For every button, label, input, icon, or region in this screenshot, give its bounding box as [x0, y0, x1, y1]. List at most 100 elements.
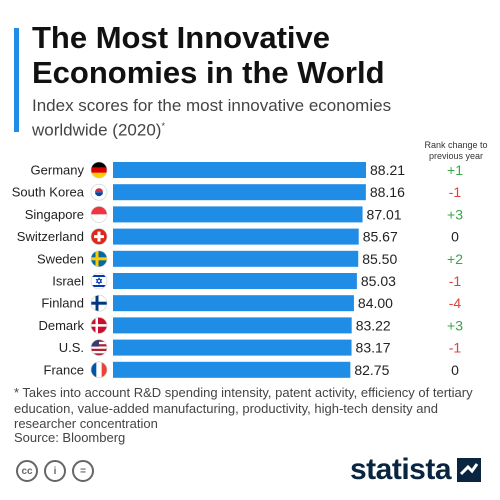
- bar: [113, 339, 352, 356]
- bar: [113, 361, 351, 378]
- subtitle-text: Index scores for the most innovative eco…: [32, 96, 392, 140]
- flag-stripe: [91, 353, 107, 356]
- value-label: 82.75: [354, 362, 389, 378]
- attribution-icon[interactable]: i: [44, 460, 66, 482]
- rank-change-label: -1: [449, 184, 462, 200]
- flag-star: [95, 277, 103, 285]
- flag-border: [90, 250, 108, 268]
- flag-stripe: [91, 361, 97, 378]
- flag-stripe: [91, 275, 107, 277]
- rank-change-label: +2: [447, 251, 463, 267]
- france-flag-icon: [90, 361, 108, 379]
- flag-stripe: [101, 361, 107, 378]
- flag-taeguk-blue: [95, 192, 103, 197]
- creative-commons-icon[interactable]: cc: [16, 460, 38, 482]
- flag-stripe: [91, 162, 107, 168]
- rank-change-label: +3: [447, 206, 463, 222]
- chart-row: South Korea 88.16 -1: [12, 183, 462, 201]
- brand-name: statista: [350, 453, 452, 486]
- flag-taeguk-red: [95, 188, 103, 193]
- flag-border: [90, 317, 108, 334]
- flag-stripe: [91, 172, 107, 178]
- category-label: Switzerland: [17, 229, 84, 244]
- chart-row: Sweden 85.50 +2: [37, 250, 463, 268]
- rank-change-label: -1: [449, 273, 462, 289]
- flag-cross: [91, 257, 107, 261]
- category-label: U.S.: [59, 340, 84, 355]
- value-label: 85.67: [363, 229, 398, 245]
- flag-cross: [94, 235, 104, 239]
- flag-stripe: [96, 361, 102, 378]
- value-label: 84.00: [358, 295, 393, 311]
- flag-border: [90, 228, 108, 245]
- flag-border: [90, 206, 108, 223]
- bar: [113, 162, 366, 178]
- sweden-flag-icon: [90, 250, 108, 268]
- flag-border: [90, 339, 108, 356]
- flag-border: [90, 161, 108, 179]
- subtitle-footnote-mark: *: [161, 121, 165, 131]
- bar: [113, 184, 366, 201]
- value-label: 88.21: [370, 162, 405, 178]
- value-label: 88.16: [370, 184, 405, 200]
- south-korea-flag-icon: [90, 183, 108, 201]
- switzerland-flag-icon: [90, 228, 108, 245]
- footnote: * Takes into account R&D spending intens…: [14, 385, 473, 431]
- source: Source: Bloomberg: [14, 430, 126, 445]
- finland-flag-icon: [90, 294, 108, 312]
- no-derivatives-icon[interactable]: =: [72, 460, 94, 482]
- flag-stripe: [91, 346, 107, 349]
- flag-border: [90, 361, 108, 379]
- bar-chart: Germany 88.21 +1 South Korea 88.16 -1 Singapor…: [12, 161, 463, 379]
- chart-title: The Most Innovative Economies in the Wor…: [32, 20, 385, 90]
- bar: [113, 317, 352, 334]
- category-label: Israel: [52, 274, 84, 289]
- rank-change-label: +1: [447, 162, 463, 178]
- flag-canton: [91, 339, 99, 347]
- rank-change-header: Rank change to previous year: [424, 140, 488, 161]
- denmark-flag-icon: [90, 317, 108, 334]
- category-label: Singapore: [25, 207, 84, 222]
- category-label: Sweden: [37, 251, 84, 266]
- us-flag-icon: [90, 339, 108, 356]
- value-label: 85.50: [362, 251, 397, 267]
- statista-logo-icon: [457, 458, 482, 482]
- flag-stripe: [91, 348, 107, 352]
- singapore-flag-icon: [90, 206, 108, 223]
- bar: [113, 206, 363, 223]
- flag-stripe: [91, 351, 107, 354]
- license-icons: cc i =: [16, 460, 94, 482]
- chart-row: Israel 85.03 -1: [52, 272, 462, 290]
- rank-change-label: 0: [451, 229, 459, 245]
- rank-change-label: -4: [449, 295, 462, 311]
- value-label: 83.22: [356, 317, 391, 333]
- bar: [113, 250, 359, 267]
- germany-flag-icon: [90, 161, 108, 179]
- flag-stripe: [91, 285, 107, 287]
- flag-cross: [91, 324, 107, 327]
- flag-cross: [91, 301, 107, 305]
- rank-change-label: +3: [447, 317, 463, 333]
- chart-subtitle: Index scores for the most innovative eco…: [32, 96, 412, 141]
- israel-flag-icon: [90, 272, 108, 290]
- chart-row: Germany 88.21 +1: [31, 161, 463, 179]
- flag-border: [90, 294, 108, 312]
- flag-stripe: [91, 206, 107, 215]
- category-label: South Korea: [12, 185, 85, 200]
- category-label: Germany: [31, 163, 85, 178]
- value-label: 83.17: [356, 340, 391, 356]
- value-label: 85.03: [361, 273, 396, 289]
- chart-row: Switzerland 85.67 0: [17, 228, 459, 245]
- statista-logo[interactable]: statista: [350, 453, 482, 487]
- bar: [113, 228, 359, 245]
- chart-row: France 82.75 0: [44, 361, 459, 379]
- category-label: France: [44, 362, 84, 377]
- flag-border: [90, 272, 108, 290]
- category-label: Demark: [38, 318, 84, 333]
- flag-stripe: [91, 214, 107, 223]
- chart-row: Singapore 87.01 +3: [25, 206, 463, 223]
- rank-change-label: -1: [449, 340, 462, 356]
- rank-change-label: 0: [451, 362, 459, 378]
- flag-border: [90, 183, 108, 201]
- accent-bar: [14, 28, 19, 132]
